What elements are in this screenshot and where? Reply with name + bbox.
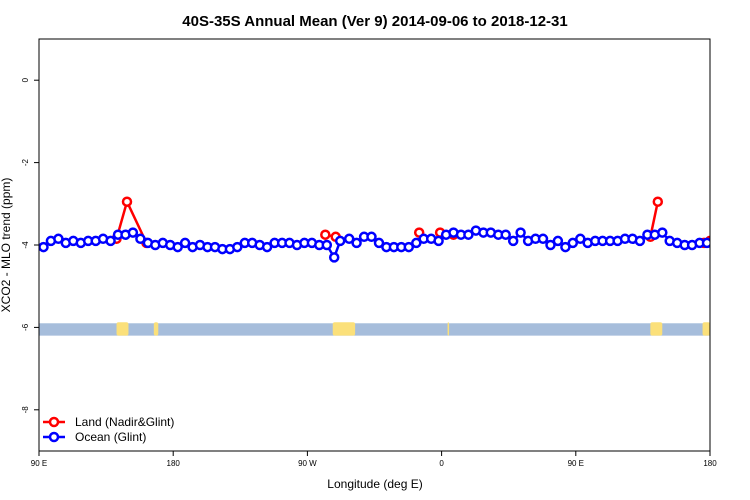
- data-point-ocean: [351, 237, 362, 249]
- data-point-ocean: [575, 233, 586, 245]
- data-point-ocean: [537, 233, 549, 245]
- data-point-ocean: [373, 237, 385, 249]
- legend: Land (Nadir&Glint) Ocean (Glint): [43, 415, 174, 444]
- data-point-ocean: [261, 241, 273, 253]
- y-tick-label: 0: [21, 77, 30, 82]
- data-point-ocean: [105, 235, 116, 247]
- x-tick-label: 90 E: [568, 459, 584, 468]
- legend-marker-ocean: [48, 431, 60, 443]
- data-point-ocean: [403, 241, 415, 253]
- y-tick-label: -6: [21, 323, 30, 331]
- data-point-ocean: [321, 239, 333, 251]
- x-tick-label: 180: [703, 459, 717, 468]
- land-patch: [650, 322, 663, 336]
- data-point-ocean: [657, 227, 668, 238]
- land-patch: [153, 322, 159, 336]
- data-point-ocean: [179, 237, 191, 249]
- data-point-ocean: [433, 235, 444, 247]
- data-point-ocean: [127, 227, 139, 238]
- data-point-ocean: [366, 231, 377, 243]
- y-axis: 0 -2 -4 -6 -8: [21, 77, 39, 413]
- data-point-ocean: [634, 235, 646, 247]
- data-point-ocean: [515, 227, 526, 238]
- legend-marker-land: [48, 416, 60, 428]
- data-point-ocean: [135, 233, 146, 245]
- y-axis-label: XCO2 - MLO trend (ppm): [0, 178, 13, 313]
- data-point-ocean: [560, 241, 571, 253]
- x-tick-label: 90 W: [298, 459, 317, 468]
- legend-label-land: Land (Nadir&Glint): [75, 415, 174, 429]
- x-tick-label: 90 E: [31, 459, 47, 468]
- data-point-land: [121, 196, 133, 207]
- x-tick-label: 0: [439, 459, 444, 468]
- data-point-ocean: [39, 241, 49, 253]
- x-tick-label: 180: [167, 459, 181, 468]
- ocean-band: [39, 323, 710, 336]
- legend-label-ocean: Ocean (Glint): [75, 430, 146, 444]
- data-point-ocean: [172, 241, 183, 253]
- data-point-land: [652, 196, 664, 207]
- x-axis-label: Longitude (deg E): [327, 477, 422, 491]
- land-patch: [116, 322, 129, 336]
- data-point-ocean: [552, 235, 564, 247]
- data-point-ocean: [411, 237, 422, 249]
- land-patch: [702, 322, 710, 336]
- land-patch: [447, 322, 450, 336]
- data-point-ocean: [343, 233, 355, 245]
- data-point-ocean: [232, 241, 243, 253]
- y-tick-label: -4: [21, 241, 30, 249]
- data-point-ocean: [328, 252, 340, 263]
- y-tick-label: -2: [21, 158, 30, 166]
- data-point-ocean: [545, 239, 556, 251]
- data-point-land: [320, 229, 331, 240]
- data-point-ocean: [507, 235, 519, 247]
- data-point-ocean: [53, 233, 64, 245]
- data-point-ocean: [463, 229, 474, 240]
- x-axis: 90 E 180 90 W 0 90 E 180: [31, 451, 717, 468]
- map-strip: [39, 322, 710, 336]
- data-point-ocean: [567, 237, 579, 249]
- y-tick-label: -8: [21, 406, 30, 414]
- land-patch: [332, 322, 356, 336]
- data-point-ocean: [701, 237, 710, 249]
- data-point-ocean: [334, 235, 346, 247]
- series-lines: [42, 200, 707, 259]
- chart-title: 40S-35S Annual Mean (Ver 9) 2014-09-06 t…: [182, 13, 567, 30]
- series-points: [39, 196, 710, 263]
- data-point-ocean: [500, 229, 511, 240]
